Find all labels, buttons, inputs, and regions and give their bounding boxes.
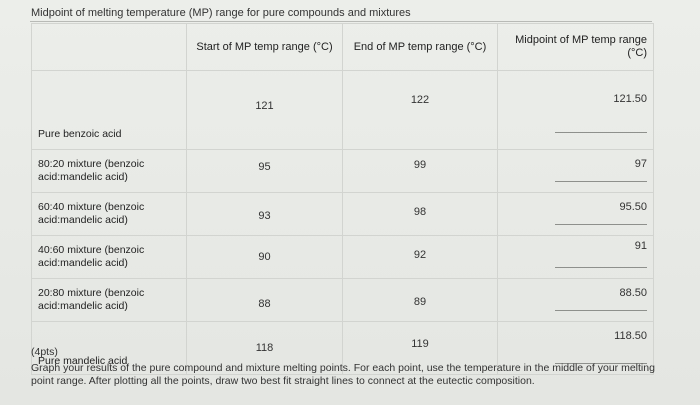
midpoint-cell: 121.50 — [497, 70, 654, 150]
row-label: 60:40 mixture (benzoic acid:mandelic aci… — [31, 192, 187, 236]
row-label: 80:20 mixture (benzoic acid:mandelic aci… — [31, 149, 187, 193]
start-temp-cell: 118 — [186, 321, 343, 375]
midpoint-value: 91 — [634, 240, 647, 252]
header-start-temp: Start of MP temp range (°C) — [186, 23, 343, 71]
table-row: 20:80 mixture (benzoic acid:mandelic aci… — [31, 278, 654, 322]
end-temp-cell: 122 — [342, 70, 498, 150]
row-label: 20:80 mixture (benzoic acid:mandelic aci… — [31, 278, 187, 322]
row-label: Pure benzoic acid — [31, 70, 187, 150]
midpoint-value: 121.50 — [613, 93, 647, 105]
title-divider — [30, 21, 652, 22]
end-temp-cell: 89 — [342, 278, 498, 322]
midpoint-cell: 91 — [497, 235, 654, 279]
start-temp-cell: 90 — [186, 235, 343, 279]
table-row: 80:20 mixture (benzoic acid:mandelic aci… — [31, 149, 654, 193]
header-midpoint-temp: Midpoint of MP temp range (°C) — [497, 23, 654, 71]
table-title: Midpoint of melting temperature (MP) ran… — [31, 7, 411, 19]
points-label: (4pts) — [31, 346, 58, 358]
midpoint-value: 118.50 — [614, 330, 647, 342]
answer-underline — [555, 224, 647, 225]
question-text: Graph your results of the pure compound … — [31, 362, 655, 387]
end-temp-value: 99 — [413, 159, 427, 171]
start-temp-cell: 121 — [186, 70, 343, 150]
end-temp-value: 89 — [413, 296, 427, 308]
question-note: (4pts) Graph your results of the pure co… — [31, 346, 671, 388]
answer-underline — [555, 267, 647, 268]
end-temp-cell: 98 — [342, 192, 498, 236]
table-row: Pure mandelic acid 118 119 118.50 — [31, 321, 654, 375]
header-label — [31, 23, 187, 71]
row-label: Pure mandelic acid — [31, 321, 187, 375]
end-temp-cell: 99 — [342, 149, 498, 193]
midpoint-cell: 97 — [497, 149, 654, 193]
midpoint-cell: 88.50 — [497, 278, 654, 322]
end-temp-value: 92 — [413, 249, 427, 261]
start-temp-value: 93 — [258, 210, 271, 222]
end-temp-value: 122 — [410, 94, 430, 106]
header-end-temp: End of MP temp range (°C) — [342, 23, 498, 71]
start-temp-cell: 93 — [186, 192, 343, 236]
start-temp-value: 118 — [255, 342, 274, 354]
table-header-row: Start of MP temp range (°C) End of MP te… — [31, 23, 654, 71]
melting-point-table: Start of MP temp range (°C) End of MP te… — [31, 23, 654, 375]
midpoint-value: 97 — [634, 158, 647, 170]
table-row: 60:40 mixture (benzoic acid:mandelic aci… — [31, 192, 654, 236]
midpoint-cell: 118.50 — [497, 321, 654, 375]
start-temp-cell: 88 — [186, 278, 343, 322]
end-temp-value: 98 — [413, 206, 427, 218]
end-temp-value: 119 — [411, 338, 429, 350]
start-temp-cell: 95 — [186, 149, 343, 193]
midpoint-value: 88.50 — [619, 287, 647, 299]
midpoint-cell: 95.50 — [497, 192, 654, 236]
start-temp-value: 121 — [255, 100, 274, 112]
start-temp-value: 88 — [258, 298, 271, 310]
end-temp-cell: 92 — [342, 235, 498, 279]
start-temp-value: 90 — [258, 251, 271, 263]
row-label: 40:60 mixture (benzoic acid:mandelic aci… — [31, 235, 187, 279]
answer-underline — [555, 132, 647, 133]
answer-underline — [555, 181, 647, 182]
start-temp-value: 95 — [258, 161, 271, 173]
table-row: Pure benzoic acid 121 122 121.50 — [31, 70, 654, 150]
answer-underline — [555, 310, 647, 311]
table-row: 40:60 mixture (benzoic acid:mandelic aci… — [31, 235, 654, 279]
midpoint-value: 95.50 — [619, 201, 647, 213]
answer-underline — [555, 363, 647, 364]
